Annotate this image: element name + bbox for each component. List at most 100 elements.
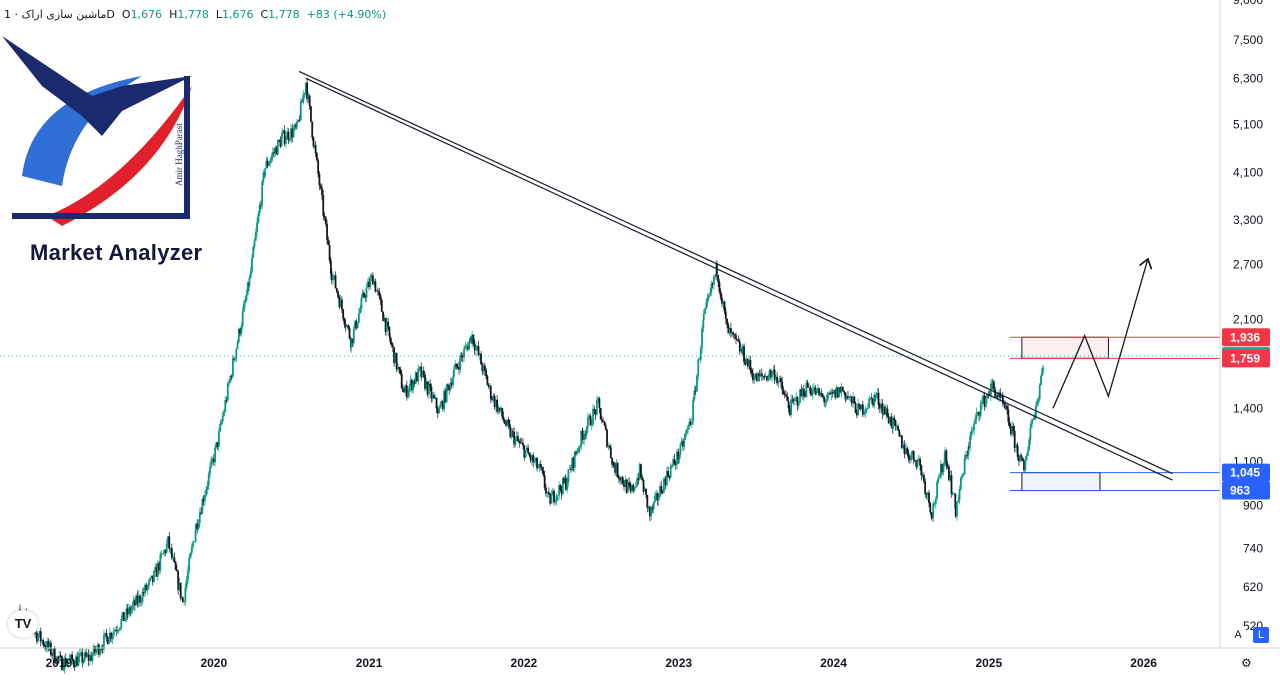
candle-body — [636, 478, 639, 486]
candle-body — [179, 582, 182, 599]
settings-gear-icon[interactable]: ⚙ — [1241, 656, 1252, 670]
candle-body — [103, 635, 105, 650]
candle-body — [1031, 419, 1033, 424]
log-scale-button[interactable]: L — [1253, 627, 1269, 643]
candle-body — [688, 422, 691, 426]
candle-body — [656, 493, 659, 501]
candle-body — [967, 446, 970, 448]
candles-layer — [19, 77, 1045, 674]
candle-body — [458, 366, 460, 370]
candle-body — [895, 426, 898, 427]
candle-body — [399, 369, 402, 374]
candle-body — [507, 419, 510, 425]
candle-body — [73, 664, 76, 668]
candle-body — [268, 163, 270, 166]
candle-body — [702, 313, 705, 321]
candle-body — [48, 642, 51, 648]
candle-body — [762, 375, 765, 377]
candle-body — [949, 475, 952, 481]
candle-body — [925, 493, 928, 495]
candle-body — [970, 431, 973, 436]
price-label-text: 963 — [1230, 484, 1250, 498]
candle-body — [672, 459, 675, 466]
candle-body — [669, 466, 672, 478]
candle-body — [117, 629, 120, 631]
candle-body — [743, 346, 745, 363]
candle-body — [824, 402, 827, 403]
candle-body — [719, 291, 722, 298]
candle-body — [313, 144, 316, 147]
candle-body — [465, 346, 468, 348]
candle-body — [59, 655, 62, 657]
candle-body — [42, 640, 45, 646]
candle-body — [655, 493, 658, 497]
candle-body — [746, 359, 749, 367]
candle-body — [445, 384, 448, 403]
candle-body — [359, 308, 362, 314]
candle-body — [723, 301, 726, 312]
candle-body — [954, 507, 957, 517]
candle-body — [147, 580, 150, 586]
tradingview-logo-icon[interactable]: TV — [8, 610, 38, 638]
candle-body — [173, 557, 176, 562]
candle-body — [745, 359, 748, 365]
candle-body — [1038, 385, 1041, 400]
candle-body — [934, 498, 937, 504]
candle-body — [243, 303, 245, 312]
candle-body — [551, 490, 554, 495]
candle-body — [711, 283, 714, 285]
candle-body — [965, 454, 967, 459]
candle-body — [692, 399, 695, 422]
candle-body — [95, 649, 98, 653]
zones-layer — [0, 336, 1220, 492]
candle-body — [71, 654, 74, 660]
candle-body — [497, 407, 500, 412]
candle-body — [1000, 395, 1003, 398]
candle-body — [1008, 421, 1011, 427]
candle-body — [440, 401, 443, 406]
candle-body — [154, 567, 157, 572]
candle-body — [931, 517, 933, 519]
candle-body — [933, 503, 936, 505]
candle-body — [215, 442, 218, 448]
price-label-text: 1,759 — [1230, 351, 1260, 365]
candle-body — [496, 399, 499, 412]
candle-body — [643, 488, 646, 492]
close-value: 1,778 — [268, 8, 300, 21]
candle-body — [257, 213, 260, 223]
candle-body — [690, 421, 693, 425]
candle-body — [140, 601, 143, 603]
candle-body — [872, 398, 874, 406]
candle-body — [389, 336, 392, 342]
candle-body — [1032, 419, 1035, 421]
candle-body — [425, 381, 428, 389]
candle-body — [38, 631, 41, 636]
auto-scale-button[interactable]: A — [1230, 627, 1246, 643]
candle-body — [301, 101, 303, 103]
candle-body — [388, 326, 391, 337]
candle-body — [682, 441, 684, 447]
candle-body — [184, 587, 187, 602]
candle-body — [51, 654, 54, 656]
candle-body — [78, 653, 81, 657]
candle-body — [192, 542, 194, 547]
candle-body — [221, 415, 224, 422]
candle-body — [441, 401, 444, 409]
candle-body — [887, 416, 890, 424]
candle-body — [697, 359, 700, 376]
interval[interactable]: 1D — [4, 8, 115, 21]
candle-body — [909, 459, 911, 460]
candle-body — [911, 450, 914, 455]
candle-body — [993, 381, 995, 390]
candle-body — [338, 297, 341, 308]
candle-body — [283, 130, 286, 144]
logo-title: Market Analyzer — [30, 240, 203, 265]
candle-body — [991, 381, 994, 385]
candle-body — [570, 468, 572, 471]
candle-body — [1036, 400, 1039, 406]
candle-body — [299, 101, 302, 121]
candle-body — [781, 382, 784, 390]
candle-body — [916, 459, 919, 468]
y-tick-label: 900 — [1243, 498, 1263, 512]
